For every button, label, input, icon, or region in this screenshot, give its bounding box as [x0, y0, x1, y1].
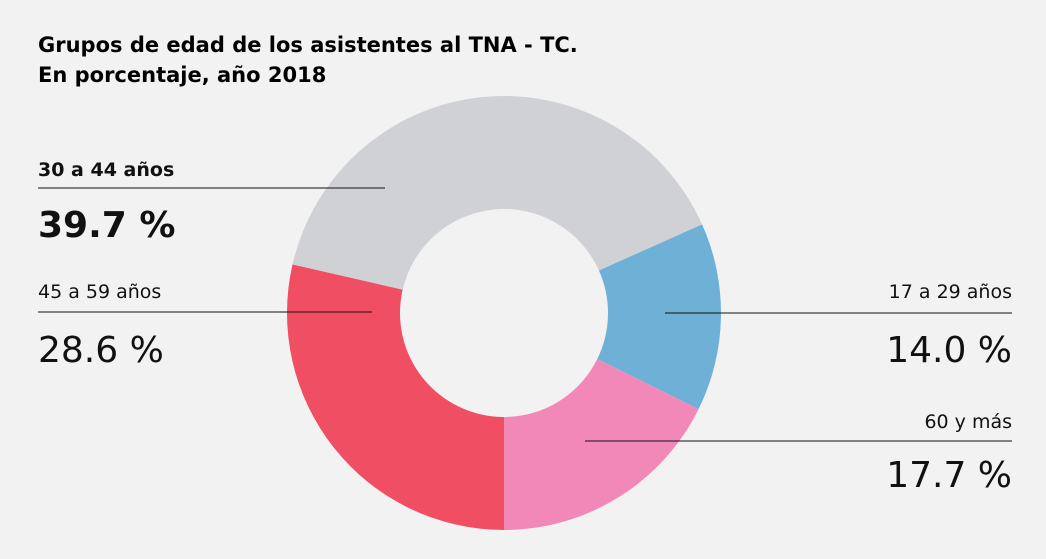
category-label: 30 a 44 años [38, 159, 174, 181]
donut-slice [292, 96, 703, 290]
donut-slice [597, 224, 721, 410]
value-label: 17.7 % [886, 455, 1012, 496]
category-label: 17 a 29 años [889, 281, 1012, 303]
value-label: 14.0 % [886, 330, 1012, 371]
donut-slice [287, 264, 504, 530]
category-label: 45 a 59 años [38, 281, 161, 303]
chart-subtitle: En porcentaje, año 2018 [38, 63, 326, 87]
category-label: 60 y más [924, 411, 1012, 433]
chart-title: Grupos de edad de los asistentes al TNA … [38, 33, 578, 57]
value-label: 39.7 % [38, 205, 175, 246]
donut-slice [504, 359, 699, 530]
value-label: 28.6 % [38, 330, 164, 371]
